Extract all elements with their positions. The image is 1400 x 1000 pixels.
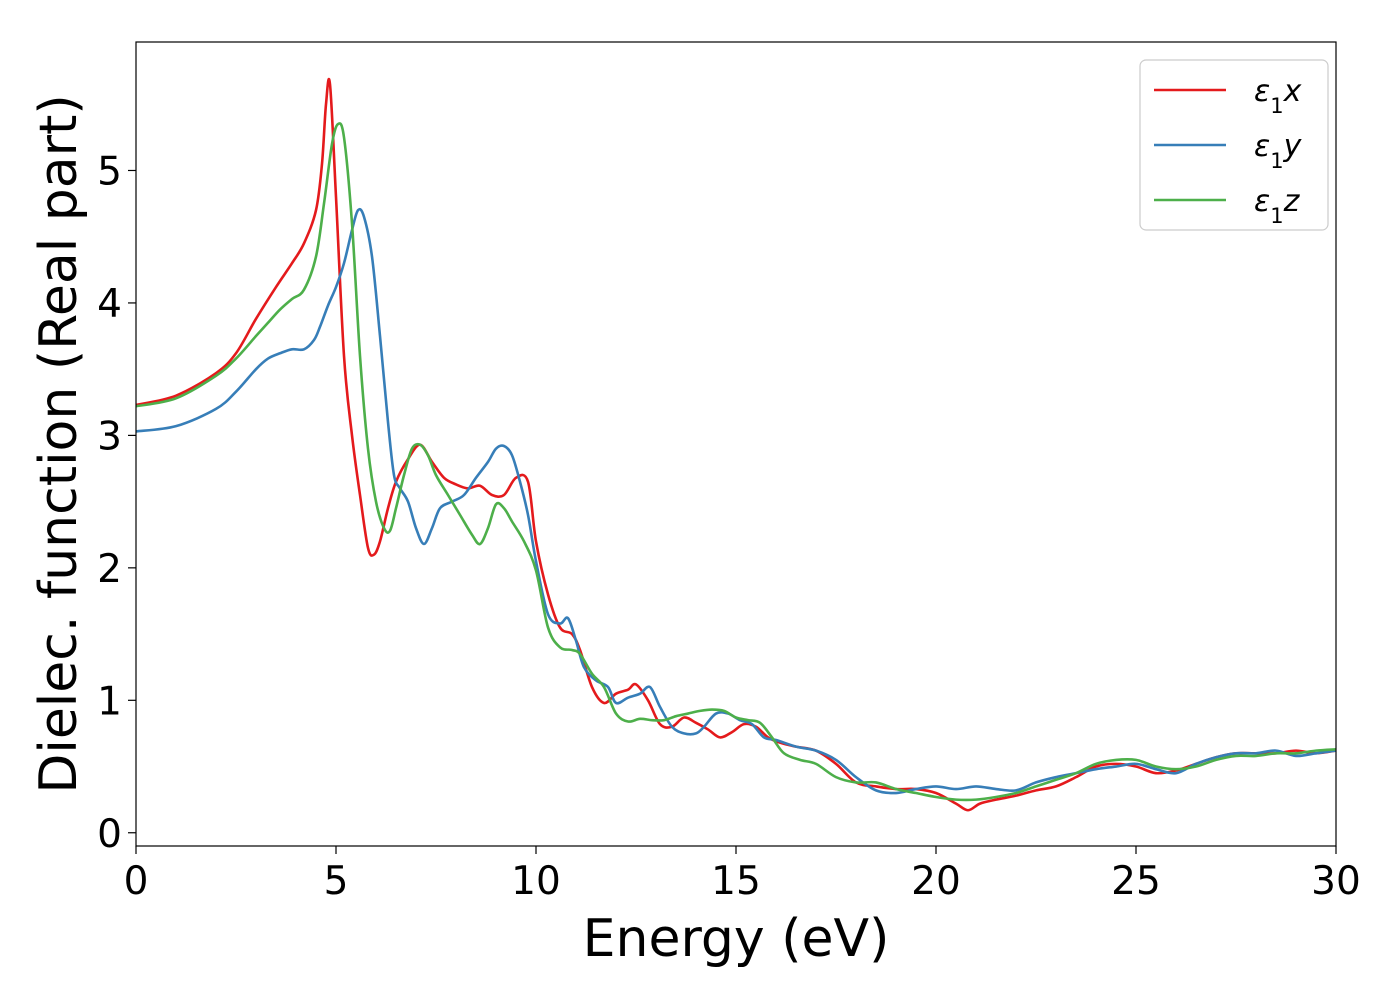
- y-axis-label: Dielec. function (Real part): [29, 94, 89, 793]
- y-tick-label: 4: [97, 282, 122, 327]
- x-tick-label: 0: [124, 859, 149, 904]
- x-tick-label: 10: [511, 859, 561, 904]
- legend: ε1x ε1y ε1z: [1139, 59, 1329, 231]
- x-axis: 0 5 10 15 20 25 30: [124, 846, 1361, 904]
- x-tick-label: 5: [324, 859, 349, 904]
- x-tick-label: 20: [911, 859, 961, 904]
- series-line-y: [135, 207, 1337, 795]
- y-tick-label: 3: [97, 414, 122, 459]
- legend-label-x: ε1x: [1254, 74, 1302, 118]
- legend-label-y: ε1y: [1254, 129, 1303, 173]
- y-tick-label: 2: [97, 547, 122, 592]
- x-tick-label: 15: [711, 859, 761, 904]
- series-layer: [135, 77, 1337, 812]
- y-tick-label: 0: [97, 812, 122, 857]
- y-tick-label: 5: [97, 149, 122, 194]
- x-tick-label: 30: [1311, 859, 1361, 904]
- y-tick-label: 1: [97, 679, 122, 724]
- series-line-x: [135, 77, 1337, 812]
- series-line-z: [135, 122, 1337, 802]
- x-axis-label: Energy (eV): [583, 909, 890, 969]
- x-tick-label: 25: [1111, 859, 1161, 904]
- y-axis: 0 1 2 3 4 5: [97, 149, 136, 857]
- legend-label-z: ε1z: [1254, 184, 1301, 228]
- legend-box: [1139, 59, 1329, 231]
